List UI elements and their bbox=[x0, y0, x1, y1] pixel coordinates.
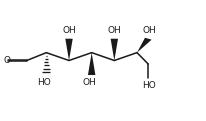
Text: OH: OH bbox=[143, 26, 156, 35]
Text: OH: OH bbox=[83, 78, 96, 87]
Polygon shape bbox=[65, 39, 73, 60]
Text: OH: OH bbox=[62, 26, 76, 35]
Polygon shape bbox=[88, 53, 95, 75]
Text: O: O bbox=[4, 56, 11, 65]
Text: HO: HO bbox=[143, 81, 156, 90]
Polygon shape bbox=[111, 39, 118, 60]
Polygon shape bbox=[137, 38, 152, 53]
Text: HO: HO bbox=[37, 78, 51, 87]
Text: OH: OH bbox=[108, 26, 121, 35]
